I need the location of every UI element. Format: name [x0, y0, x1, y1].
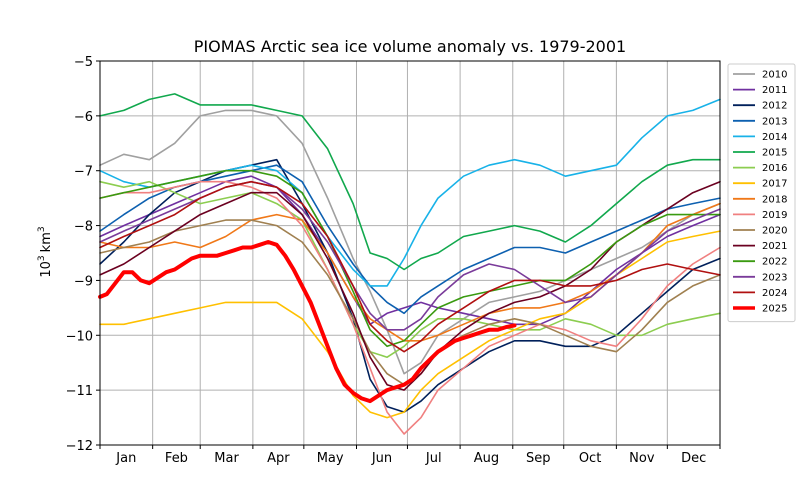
- svg-text:103km3: 103km3: [37, 226, 54, 277]
- y-tick-label: −8: [74, 220, 93, 235]
- y-tick-label: −9: [74, 274, 93, 289]
- x-tick-label: Feb: [165, 451, 188, 466]
- legend-label-2024: 2024: [762, 288, 787, 299]
- series-line-2016: [99, 180, 721, 359]
- legend: 2010 2011 2012 2013 2014 2015 2016 2017 2018 2019…: [727, 63, 796, 323]
- x-tick-label: May: [317, 451, 344, 466]
- legend-box: [727, 63, 796, 323]
- y-axis-label-unit: km: [39, 232, 54, 252]
- legend-label-2021: 2021: [762, 241, 787, 252]
- y-axis-label-base: 10: [39, 261, 54, 278]
- series-line-2019: [99, 180, 721, 435]
- chart-title: PIOMAS Arctic sea ice volume anomaly vs.…: [194, 37, 626, 56]
- series-line-2022: [99, 169, 721, 348]
- y-axis-label: 103km3: [37, 226, 54, 277]
- x-tick-label: Jun: [371, 451, 392, 466]
- y-tick-label: −7: [74, 165, 93, 180]
- y-tick-label: −5: [74, 55, 93, 70]
- y-axis-label-unit-exp: 3: [37, 226, 47, 232]
- x-tick-label: Nov: [629, 451, 655, 466]
- legend-label-2020: 2020: [762, 226, 787, 237]
- x-tick-label: Mar: [214, 451, 239, 466]
- x-tick-label: Aug: [474, 451, 499, 466]
- plot-frame: [99, 60, 721, 446]
- series-line-2024: [99, 180, 721, 353]
- series-line-2025: [98, 240, 517, 404]
- y-axis-label-exp: 3: [37, 255, 47, 261]
- legend-label-2013: 2013: [762, 116, 787, 127]
- x-tick-label: Jul: [425, 451, 442, 466]
- series-line-2018: [99, 202, 721, 342]
- series-line-2012: [99, 158, 721, 413]
- x-tick-label: Dec: [681, 451, 706, 466]
- series-line-2021: [99, 180, 721, 391]
- x-tick-label: Jan: [115, 451, 136, 466]
- y-tick-label: −12: [66, 439, 93, 454]
- legend-label-2025: 2025: [762, 304, 787, 315]
- legend-label-2010: 2010: [762, 70, 787, 81]
- series-line-2010: [99, 109, 721, 375]
- legend-label-2011: 2011: [762, 85, 787, 96]
- x-tick-label: Apr: [267, 451, 290, 466]
- x-tick-label: Oct: [579, 451, 601, 466]
- legend-label-2012: 2012: [762, 101, 787, 112]
- legend-label-2014: 2014: [762, 132, 787, 143]
- grid-lines: [100, 60, 720, 446]
- legend-label-2016: 2016: [762, 163, 787, 174]
- y-tick-label: −11: [66, 384, 93, 399]
- axis-ticks: −5 −6 −7 −8 −9 −10 −11 −12 Jan Feb Mar Apr May Jun Jul…: [66, 55, 721, 466]
- series-line-2015: [99, 93, 721, 271]
- legend-label-2017: 2017: [762, 179, 787, 190]
- legend-label-2022: 2022: [762, 257, 787, 268]
- y-tick-label: −10: [66, 329, 93, 344]
- x-tick-label: Sep: [526, 451, 551, 466]
- series-line-2011: [99, 175, 721, 326]
- legend-label-2015: 2015: [762, 148, 787, 159]
- legend-label-2023: 2023: [762, 272, 787, 283]
- legend-label-2018: 2018: [762, 194, 787, 205]
- series-lines: [98, 93, 721, 435]
- y-tick-label: −6: [74, 110, 93, 125]
- series-line-2020: [99, 219, 721, 386]
- legend-label-2019: 2019: [762, 210, 787, 221]
- series-line-2013: [99, 164, 721, 315]
